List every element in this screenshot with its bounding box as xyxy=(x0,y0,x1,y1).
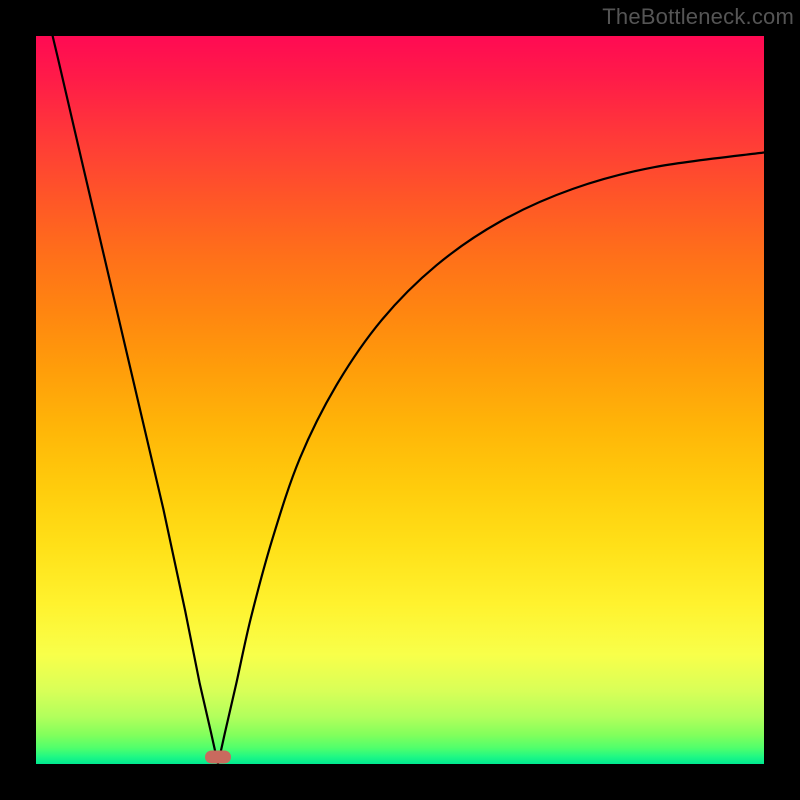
chart-svg xyxy=(0,0,800,800)
chart-container: TheBottleneck.com xyxy=(0,0,800,800)
min-marker xyxy=(205,751,231,764)
plot-background-gradient xyxy=(36,36,764,764)
